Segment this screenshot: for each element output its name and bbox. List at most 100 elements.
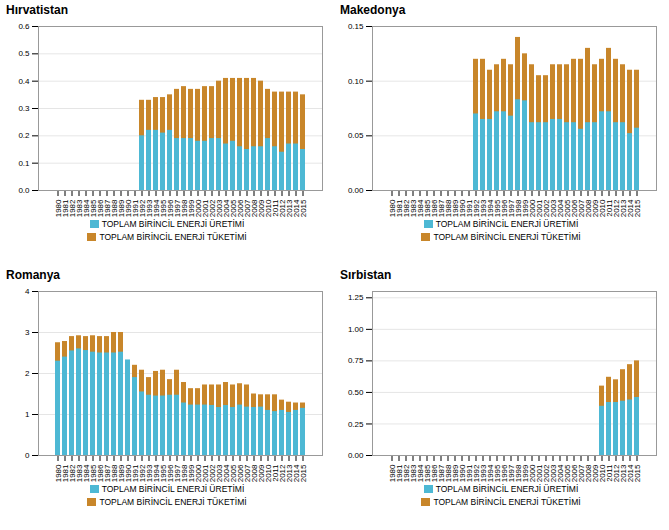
- svg-text:0.6: 0.6: [18, 22, 30, 31]
- svg-text:0.75: 0.75: [348, 356, 364, 365]
- svg-text:2004: 2004: [555, 199, 565, 218]
- svg-text:1999: 1999: [520, 199, 530, 218]
- svg-text:1989: 1989: [116, 199, 126, 218]
- svg-text:1993: 1993: [144, 199, 154, 218]
- svg-text:2001: 2001: [534, 199, 544, 218]
- html-text:TOPLAМ BİRİNCİL ENERJİ TÜKETİM: TOPLAМ BİRİNCİL ENERJİ TÜKETİMİ: [99, 232, 247, 242]
- svg-text:2007: 2007: [242, 199, 252, 218]
- svg-text:0.5: 0.5: [18, 49, 30, 58]
- svg-text:1987: 1987: [102, 199, 112, 218]
- svg-text:2002: 2002: [541, 199, 551, 218]
- svg-text:1990: 1990: [123, 199, 133, 218]
- svg-text:1994: 1994: [151, 199, 161, 218]
- svg-text:1992: 1992: [471, 199, 481, 218]
- svg-text:1.25: 1.25: [348, 293, 364, 302]
- svg-text:0.05: 0.05: [348, 131, 364, 140]
- svg-text:1991: 1991: [130, 199, 140, 218]
- html-text:Hırvatistan: Hırvatistan: [6, 3, 68, 17]
- svg-text:0.10: 0.10: [348, 77, 364, 86]
- svg-text:2008: 2008: [583, 199, 593, 218]
- html-text:Romanya: Romanya: [6, 268, 60, 282]
- svg-text:1981: 1981: [394, 199, 404, 218]
- svg-text:2003: 2003: [548, 199, 558, 218]
- svg-text:0.50: 0.50: [348, 388, 364, 397]
- svg-text:2006: 2006: [235, 199, 245, 218]
- svg-text:3: 3: [25, 328, 30, 337]
- svg-text:1988: 1988: [109, 199, 119, 218]
- svg-text:1996: 1996: [165, 199, 175, 218]
- svg-text:1986: 1986: [429, 199, 439, 218]
- html-text:Makedonya: Makedonya: [340, 3, 406, 17]
- svg-text:1980: 1980: [53, 199, 63, 218]
- svg-text:2015: 2015: [633, 464, 642, 482]
- svg-text:1996: 1996: [499, 199, 509, 218]
- svg-text:1995: 1995: [158, 199, 168, 218]
- svg-text:0.2: 0.2: [18, 131, 30, 140]
- svg-text:1980: 1980: [387, 199, 397, 218]
- svg-text:0.15: 0.15: [348, 22, 364, 31]
- svg-text:1983: 1983: [74, 199, 84, 218]
- svg-text:1994: 1994: [485, 199, 495, 218]
- svg-text:2002: 2002: [207, 199, 217, 218]
- svg-text:1.00: 1.00: [348, 325, 364, 334]
- svg-text:1983: 1983: [408, 199, 418, 218]
- svg-text:0.3: 0.3: [18, 104, 30, 113]
- svg-text:2003: 2003: [214, 199, 224, 218]
- svg-text:1982: 1982: [401, 199, 411, 218]
- svg-text:2010: 2010: [263, 199, 273, 218]
- svg-text:1984: 1984: [415, 199, 425, 218]
- svg-text:2007: 2007: [576, 199, 586, 218]
- svg-text:0.0: 0.0: [18, 186, 30, 195]
- svg-text:1989: 1989: [450, 199, 460, 218]
- svg-text:0.1: 0.1: [18, 159, 30, 168]
- svg-text:1986: 1986: [95, 199, 105, 218]
- svg-text:1982: 1982: [67, 199, 77, 218]
- svg-text:1997: 1997: [172, 199, 182, 218]
- svg-text:2: 2: [25, 369, 30, 378]
- svg-text:1997: 1997: [506, 199, 516, 218]
- svg-text:1984: 1984: [81, 199, 91, 218]
- svg-text:1991: 1991: [464, 199, 474, 218]
- svg-text:2006: 2006: [569, 199, 579, 218]
- svg-text:1993: 1993: [478, 199, 488, 218]
- svg-text:2014: 2014: [291, 199, 301, 218]
- svg-text:1998: 1998: [513, 199, 523, 218]
- svg-text:0.4: 0.4: [18, 77, 30, 86]
- svg-text:1987: 1987: [436, 199, 446, 218]
- svg-text:1992: 1992: [137, 199, 147, 218]
- svg-text:2008: 2008: [249, 199, 259, 218]
- svg-text:0.00: 0.00: [348, 186, 364, 195]
- svg-text:1988: 1988: [443, 199, 453, 218]
- svg-text:2001: 2001: [200, 199, 210, 218]
- svg-text:2000: 2000: [193, 199, 203, 218]
- svg-text:2013: 2013: [284, 199, 294, 218]
- svg-text:1: 1: [25, 410, 30, 419]
- svg-text:2010: 2010: [597, 199, 607, 218]
- svg-text:2015: 2015: [633, 199, 642, 217]
- svg-text:2009: 2009: [590, 199, 600, 218]
- svg-text:2012: 2012: [277, 199, 287, 218]
- svg-text:2004: 2004: [221, 199, 231, 218]
- svg-text:0: 0: [25, 451, 30, 460]
- svg-text:0.00: 0.00: [348, 451, 364, 460]
- svg-text:1990: 1990: [457, 199, 467, 218]
- html-text:TOPLAМ BİRİNCİL ENERJİ ÜRETİMİ: TOPLAМ BİRİNCİL ENERJİ ÜRETİMİ: [101, 219, 245, 229]
- svg-text:1985: 1985: [88, 199, 98, 218]
- svg-text:2012: 2012: [611, 199, 621, 218]
- svg-text:1981: 1981: [60, 199, 70, 218]
- svg-text:2011: 2011: [270, 199, 280, 217]
- svg-text:2005: 2005: [562, 199, 572, 218]
- svg-text:2000: 2000: [527, 199, 537, 218]
- svg-text:2009: 2009: [256, 199, 266, 218]
- svg-text:1998: 1998: [179, 199, 189, 218]
- svg-text:1995: 1995: [492, 199, 502, 218]
- svg-text:0.25: 0.25: [348, 420, 364, 429]
- html-text:Sırbistan: Sırbistan: [340, 268, 392, 282]
- svg-text:2005: 2005: [228, 199, 238, 218]
- svg-text:2015: 2015: [299, 464, 308, 482]
- svg-text:2011: 2011: [604, 199, 614, 217]
- svg-text:1999: 1999: [186, 199, 196, 218]
- svg-text:4: 4: [25, 287, 30, 296]
- svg-text:1985: 1985: [422, 199, 432, 218]
- svg-text:2015: 2015: [299, 199, 308, 217]
